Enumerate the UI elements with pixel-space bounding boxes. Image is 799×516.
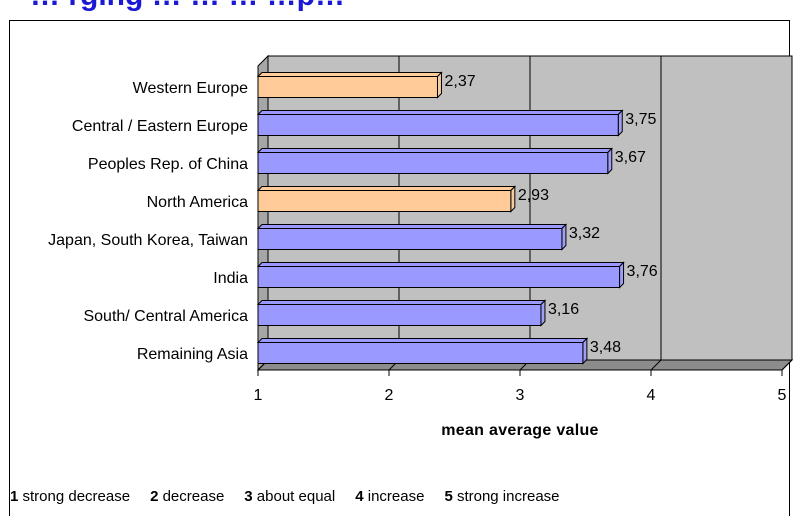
legend-text: increase xyxy=(363,488,425,505)
legend-item: 3 about equal xyxy=(244,488,335,505)
floor-gridline xyxy=(781,359,793,371)
bar-end-face xyxy=(436,71,442,99)
category-label: Central / Eastern Europe xyxy=(72,118,248,135)
bar-front-face xyxy=(257,342,584,364)
legend-text: decrease xyxy=(158,488,225,505)
bar-end-face xyxy=(510,185,516,213)
category-label: Japan, South Korea, Taiwan xyxy=(48,232,248,249)
bar xyxy=(256,71,443,99)
bar-front-face xyxy=(257,266,621,288)
category-label: South/ Central America xyxy=(83,308,248,325)
legend-item: 4 increase xyxy=(355,488,424,505)
legend-item: 5 strong increase xyxy=(444,488,559,505)
x-tick-label: 2 xyxy=(385,387,394,404)
bar-front-face xyxy=(257,76,438,98)
value-label: 3,16 xyxy=(548,301,579,318)
legend-text: strong decrease xyxy=(18,488,131,505)
bar-front-face xyxy=(257,190,512,212)
bar xyxy=(256,223,568,251)
category-label: India xyxy=(213,270,248,287)
value-label: 3,75 xyxy=(625,111,656,128)
bar-top-face xyxy=(256,72,443,77)
floor-gridline xyxy=(650,359,662,371)
category-label: Peoples Rep. of China xyxy=(88,156,248,173)
x-tick-label: 5 xyxy=(778,387,787,404)
bar-front-face xyxy=(257,228,563,250)
legend-item: 1 strong decrease xyxy=(10,488,130,505)
legend-key: 1 xyxy=(10,488,19,505)
bar xyxy=(256,109,624,137)
bar xyxy=(256,299,547,327)
bar-top-face xyxy=(256,300,547,305)
bar-front-face xyxy=(257,152,609,174)
scale-legend: 1 strong decrease 2 decrease 3 about equal… xyxy=(10,488,790,505)
bar xyxy=(256,337,589,365)
legend-key: 3 xyxy=(244,488,253,505)
page-title: … rging … … … …p… xyxy=(30,0,345,11)
category-label: Western Europe xyxy=(133,80,248,97)
bar-end-face xyxy=(540,299,546,327)
bar-end-face xyxy=(619,261,625,289)
legend-key: 2 xyxy=(150,488,159,505)
legend-item: 2 decrease xyxy=(150,488,224,505)
bar-front-face xyxy=(257,304,542,326)
value-label: 3,48 xyxy=(590,339,621,356)
bar-top-face xyxy=(256,110,624,115)
value-label: 3,32 xyxy=(569,225,600,242)
value-label: 3,67 xyxy=(615,149,646,166)
legend-text: strong increase xyxy=(452,488,560,505)
value-label: 2,93 xyxy=(518,187,549,204)
value-label: 2,37 xyxy=(444,73,475,90)
x-tick-label: 4 xyxy=(647,387,656,404)
bar xyxy=(256,185,517,213)
value-label: 3,76 xyxy=(627,263,658,280)
bar xyxy=(256,261,625,289)
bar-top-face xyxy=(256,186,517,191)
category-label: Remaining Asia xyxy=(137,346,248,363)
bar-end-face xyxy=(607,147,613,175)
x-axis-title: mean average value xyxy=(441,422,599,439)
bar-top-face xyxy=(256,148,613,153)
x-tick-label: 1 xyxy=(254,387,263,404)
bar xyxy=(256,147,613,175)
legend-key: 4 xyxy=(355,488,364,505)
bar-end-face xyxy=(582,337,588,365)
category-label: North America xyxy=(147,194,248,211)
bar-top-face xyxy=(256,224,568,229)
bar-top-face xyxy=(256,262,625,267)
legend-key: 5 xyxy=(444,488,453,505)
bar-end-face xyxy=(561,223,567,251)
bar-top-face xyxy=(256,338,589,343)
bar-front-face xyxy=(257,114,619,136)
x-tick-label: 3 xyxy=(516,387,525,404)
legend-text: about equal xyxy=(252,488,336,505)
bar-end-face xyxy=(617,109,623,137)
